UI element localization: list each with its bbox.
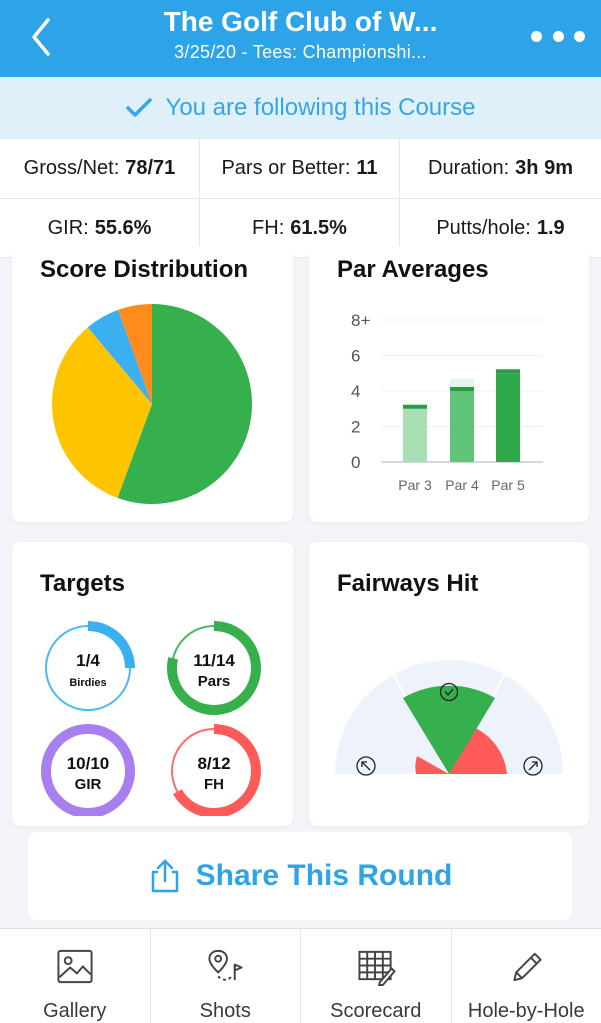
- scorecard-icon: [358, 950, 396, 986]
- target-ring-value: 1/4: [76, 651, 100, 670]
- tab-hole-by-hole-label: Hole-by-Hole: [467, 1000, 585, 1022]
- stat-putts-per-hole: Putts/hole: 1.9: [436, 216, 565, 239]
- y-tick-label: 6: [351, 347, 360, 366]
- miss-left-arrow-icon: [356, 756, 376, 776]
- more-dot-icon: [574, 30, 585, 42]
- y-tick-label: 4: [351, 382, 360, 401]
- miss-right-wedge: [449, 726, 507, 774]
- par-averages-card[interactable]: Par Averages 0 2 4 6 8+ Par 3 Par 4 Par 5: [309, 246, 589, 522]
- tab-gallery-label: Gallery: [43, 1000, 107, 1022]
- fairways-hit-card[interactable]: Fairways Hit: [309, 542, 589, 826]
- bar: [496, 373, 520, 462]
- y-tick-label: 0: [351, 453, 360, 472]
- page-subtitle: 3/25/20 - Tees: Championshi...: [174, 42, 427, 62]
- y-tick-label: 8+: [351, 311, 370, 330]
- stat-fh: FH: 61.5%: [200, 199, 400, 257]
- x-tick-label: Par 4: [445, 477, 479, 493]
- score-distribution-card[interactable]: Score Distribution: [12, 246, 293, 522]
- target-ring-label: FH: [204, 776, 224, 793]
- pencil-icon: [513, 952, 542, 982]
- targets-title: Targets: [40, 570, 125, 597]
- gallery-icon: [57, 949, 93, 984]
- back-button[interactable]: [26, 16, 62, 58]
- follow-banner[interactable]: You are following this Course: [0, 77, 601, 138]
- more-dot-icon: [552, 30, 564, 42]
- fairway-hit-wedge: [403, 685, 495, 774]
- target-ring: 10/10 GIR: [41, 724, 135, 816]
- x-tick-label: Par 3: [398, 477, 432, 493]
- x-tick-label: Par 5: [491, 477, 525, 493]
- share-round-label: Share This Round: [195, 859, 453, 892]
- header-bar: The Golf Club of W... 3/25/20 - Tees: Ch…: [0, 0, 601, 77]
- miss-left-wedge: [415, 756, 449, 774]
- score-distribution-title: Score Distribution: [40, 256, 249, 283]
- more-dot-icon: [531, 30, 542, 42]
- par-averages-bar-chart: 0 2 4 6 8+ Par 3 Par 4 Par 5: [351, 311, 543, 493]
- bar: [450, 391, 474, 462]
- fairways-hit-gauge: [335, 660, 563, 776]
- chevron-left-icon: [32, 18, 50, 56]
- target-ring-value: 11/14: [193, 651, 235, 670]
- target-ring-label: Birdies: [69, 677, 106, 689]
- target-ring: 8/12 FH: [167, 724, 261, 816]
- targets-rings: 1/4 Birdies 11/14 Pars 10/10 GIR 8/12 FH: [41, 621, 261, 816]
- pie-slice: [117, 304, 253, 505]
- target-ring: 1/4 Birdies: [41, 621, 135, 715]
- shots-icon: [208, 949, 243, 981]
- bar: [403, 408, 427, 462]
- hit-target-icon: [439, 682, 459, 702]
- tab-shots-label: Shots: [199, 1000, 251, 1022]
- par-averages-title: Par Averages: [337, 256, 489, 283]
- target-ring-label: Pars: [198, 673, 231, 690]
- stat-gir: GIR: 55.6%: [0, 199, 200, 257]
- stat-pars-or-better: Pars or Better: 11: [200, 139, 400, 198]
- share-icon: [151, 859, 178, 893]
- fairways-hit-title: Fairways Hit: [337, 570, 479, 597]
- stat-duration: Duration: 3h 9m: [428, 157, 573, 179]
- bar-average-marker: [450, 387, 474, 391]
- pie-slice: [52, 327, 152, 498]
- y-tick-label: 2: [351, 418, 360, 437]
- page-title: The Golf Club of W...: [163, 6, 438, 37]
- pie-slice: [87, 309, 152, 404]
- targets-card[interactable]: Targets 1/4 Birdies 11/14 Pars 10/10 GIR 8/12 F…: [12, 542, 293, 826]
- checkmark-icon: [125, 97, 152, 117]
- tab-hole-by-hole[interactable]: Hole-by-Hole: [452, 929, 601, 1023]
- share-round-button[interactable]: Share This Round: [28, 832, 572, 920]
- follow-banner-text: You are following this Course: [165, 93, 476, 121]
- tab-scorecard[interactable]: Scorecard: [301, 929, 452, 1023]
- miss-right-arrow-icon: [523, 756, 543, 776]
- tab-shots[interactable]: Shots: [151, 929, 301, 1023]
- target-ring-value: 10/10: [67, 754, 110, 773]
- bottom-tab-bar: Gallery Shots Scorecard: [0, 928, 601, 1023]
- bar-average-marker: [496, 369, 520, 374]
- stat-gross-net: Gross/Net: 78/71: [0, 139, 200, 198]
- more-options-button[interactable]: [531, 28, 585, 44]
- score-pie-chart: [52, 304, 253, 505]
- tab-gallery[interactable]: Gallery: [0, 929, 151, 1023]
- target-ring-value: 8/12: [197, 754, 230, 773]
- pie-slice: [118, 304, 152, 404]
- bar-average-marker: [403, 404, 427, 409]
- tab-scorecard-label: Scorecard: [330, 1000, 422, 1022]
- round-stats: Gross/Net: 78/71 Pars or Better: 11 Durati…: [0, 138, 601, 258]
- target-ring-label: GIR: [75, 776, 102, 793]
- target-ring: 11/14 Pars: [167, 621, 261, 715]
